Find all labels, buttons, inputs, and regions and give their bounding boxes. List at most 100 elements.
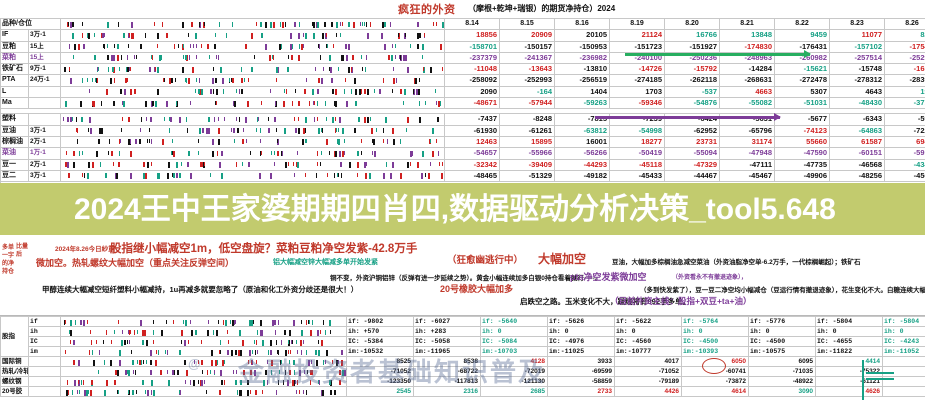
bottom-cell-r3-c7: 4626 [815,386,883,397]
cell-r2-c0: -237379 [444,51,501,65]
row-label-0: IF [0,29,29,42]
row-size-4: 24万-1 [27,74,62,87]
table-header-row: 品种/仓位 8.14 8.15 8.16 8.19 8.20 8.21 8.22… [0,17,925,31]
col-header-0815: 8.15 [499,17,556,31]
bottom-row-label-stock-index: 股指 [0,316,29,357]
row-size-2: 15上 [27,51,62,65]
bottom-cell-r1-c4: -71052 [614,366,682,377]
bottom-detail-rim-c6: im:-10575 [748,346,816,357]
cell-r6-c3: -59346 [609,97,666,110]
bottom-detail-rif-c6: if: -5776 [748,316,816,327]
col-header-0814: 8.14 [444,17,501,31]
table-row: 菜油 1万-1 -54657 -55966 -56266 -50419 -55094 -479… [0,147,925,160]
cell-r8-c3: -54998 [609,124,666,137]
row-dense-data-1 [60,40,446,53]
cell-r11-c8: -43498 [884,158,925,171]
note-line3-a: 甲醇连续大幅减空短纤塑料小幅减持，1u再减多就要忽略了（原油和化工外资分歧还是很… [42,285,359,294]
cell-r10-c6: -47590 [774,147,831,160]
cell-r8-c5: -65796 [719,124,776,137]
cell-r4-c8: -283958 [884,74,925,87]
cell-r0-c3: 21124 [609,29,666,42]
bottom-sub-label-if: if [28,316,61,327]
cell-r0-c2: 20105 [554,29,611,42]
cell-r12-c2: -49182 [554,169,611,183]
cell-r5-c6: 5307 [774,85,831,99]
cell-r5-c1: -164 [499,85,556,99]
bottom-detail-rim-c5: im:-10393 [681,346,749,357]
bottom-detail-ric-c2: IC: -5084 [480,336,548,347]
row-dense-data-2 [60,51,446,65]
note-line2-c: 铜不变，外资沪铜铝锌（反弹有进一步延续之势）。黄金小幅连续加多白银0持仓看着就行… [330,275,602,282]
row-label-3: 铁矿石 [0,63,29,76]
bottom-cell-r2-c4: -79189 [614,376,682,387]
cell-r3-c2: -13810 [554,63,611,76]
bottom-row-sublabel-3 [28,386,61,397]
cell-r6-c1: -57944 [499,97,556,110]
cell-r3-c1: -13643 [499,63,556,76]
row-label-1: 豆粕 [0,40,29,53]
cell-r1-c0: -158701 [444,40,501,53]
cell-r2-c7: -257514 [829,51,886,65]
cell-r10-c7: -60151 [829,147,886,160]
bottom-cell-r1-c3: -69599 [547,366,615,377]
col-header-0823: 8.23 [829,17,886,31]
green-dash-1 [866,372,894,374]
table-row: 豆二 3万-1 -48465 -51329 -49182 -45433 -44467 -454… [0,169,925,183]
note-line2-b: 铝大幅减空锌大幅减多单开始发紧 [273,259,378,266]
bottom-detail-rih-c0: ih: +570 [346,326,414,337]
bottom-cell-r3-c4: 4426 [614,386,682,397]
bottom-detail-rim-c7: im:-11822 [815,346,883,357]
row-label-6: Ma [0,97,29,110]
cell-r10-c8: -59120 [884,147,925,160]
cell-r7-c1: -8248 [499,113,556,126]
cell-r12-c8: -45672 [884,169,925,183]
bottom-detail-rif-c8: if: -5804 [882,316,925,327]
bottom-cell-r0-c6: 6095 [748,356,816,367]
cell-r1-c1: -150157 [499,40,556,53]
bottom-detail-rif-c3: if: -5626 [547,316,615,327]
row-label-10: 菜油 [0,147,29,160]
row-size-8: 3万-1 [27,124,62,137]
note-side-text-5: 持仓 [2,269,15,275]
bottom-index-row-ic: IC IC: -5384 IC: -5058 IC: -5084 IC: -4976 IC… [1,336,925,347]
bottom-detail-ric-c4: IC: -4560 [614,336,682,347]
cell-r0-c5: 13848 [719,29,776,42]
cell-r8-c0: -61930 [444,124,501,137]
row-dense-data-7 [60,113,446,126]
cell-r6-c0: -48671 [444,97,501,110]
cell-r2-c2: -236982 [554,51,611,65]
cell-r4-c5: -268631 [719,74,776,87]
cell-r9-c8: 69440 [884,135,925,149]
bottom-dense-ih [60,326,347,337]
note-side-text-4: 的净 [2,261,15,267]
bottom-detail-rif-c5: if: -5764 [681,316,749,327]
row-label-7: 塑料 [0,113,29,126]
bottom-detail-table: 股指 if if: -9802 if: -6027 if: -5640 if: -5626… [0,316,925,397]
purple-trend-arrow [595,113,781,121]
cell-r5-c4: -537 [664,85,721,99]
cell-r0-c4: 16766 [664,29,721,42]
cell-r9-c3: 18277 [609,135,666,149]
cell-r6-c4: -54876 [664,97,721,110]
cell-r9-c0: 12463 [444,135,501,149]
main-table-body: IF 3万-1 18856 20909 20105 21124 16766 13848 9459… [0,29,925,222]
page-subtitle: （摩根+乾坤+瑞银）的期货净持仓）2024 [468,4,616,13]
table-row: 铁矿石 9万-1 -11048 -13643 -13810 -14726 -15792 -14… [0,63,925,76]
table-row: PTA 24万-1 -258092 -252993 -256519 -274185 -262… [0,74,925,87]
cell-r1-c6: -176431 [774,40,831,53]
cell-r7-c6: -5677 [774,113,831,126]
cell-r3-c8: -16555 [884,63,925,76]
row-size-0: 3万-1 [27,29,62,42]
bottom-sub-label-im: im [28,346,61,357]
green-trend-arrow [625,50,811,58]
cell-r5-c3: 1703 [609,85,666,99]
bottom-detail-rih-c5: ih: 0 [681,326,749,337]
cell-r2-c8: -252906 [884,51,925,65]
col-header-0822: 8.22 [774,17,831,31]
bottom-cell-r2-c6: -48922 [748,376,816,387]
cell-r12-c5: -45467 [719,169,776,183]
cell-r5-c7: 4643 [829,85,886,99]
cell-r0-c6: 9459 [774,29,831,42]
